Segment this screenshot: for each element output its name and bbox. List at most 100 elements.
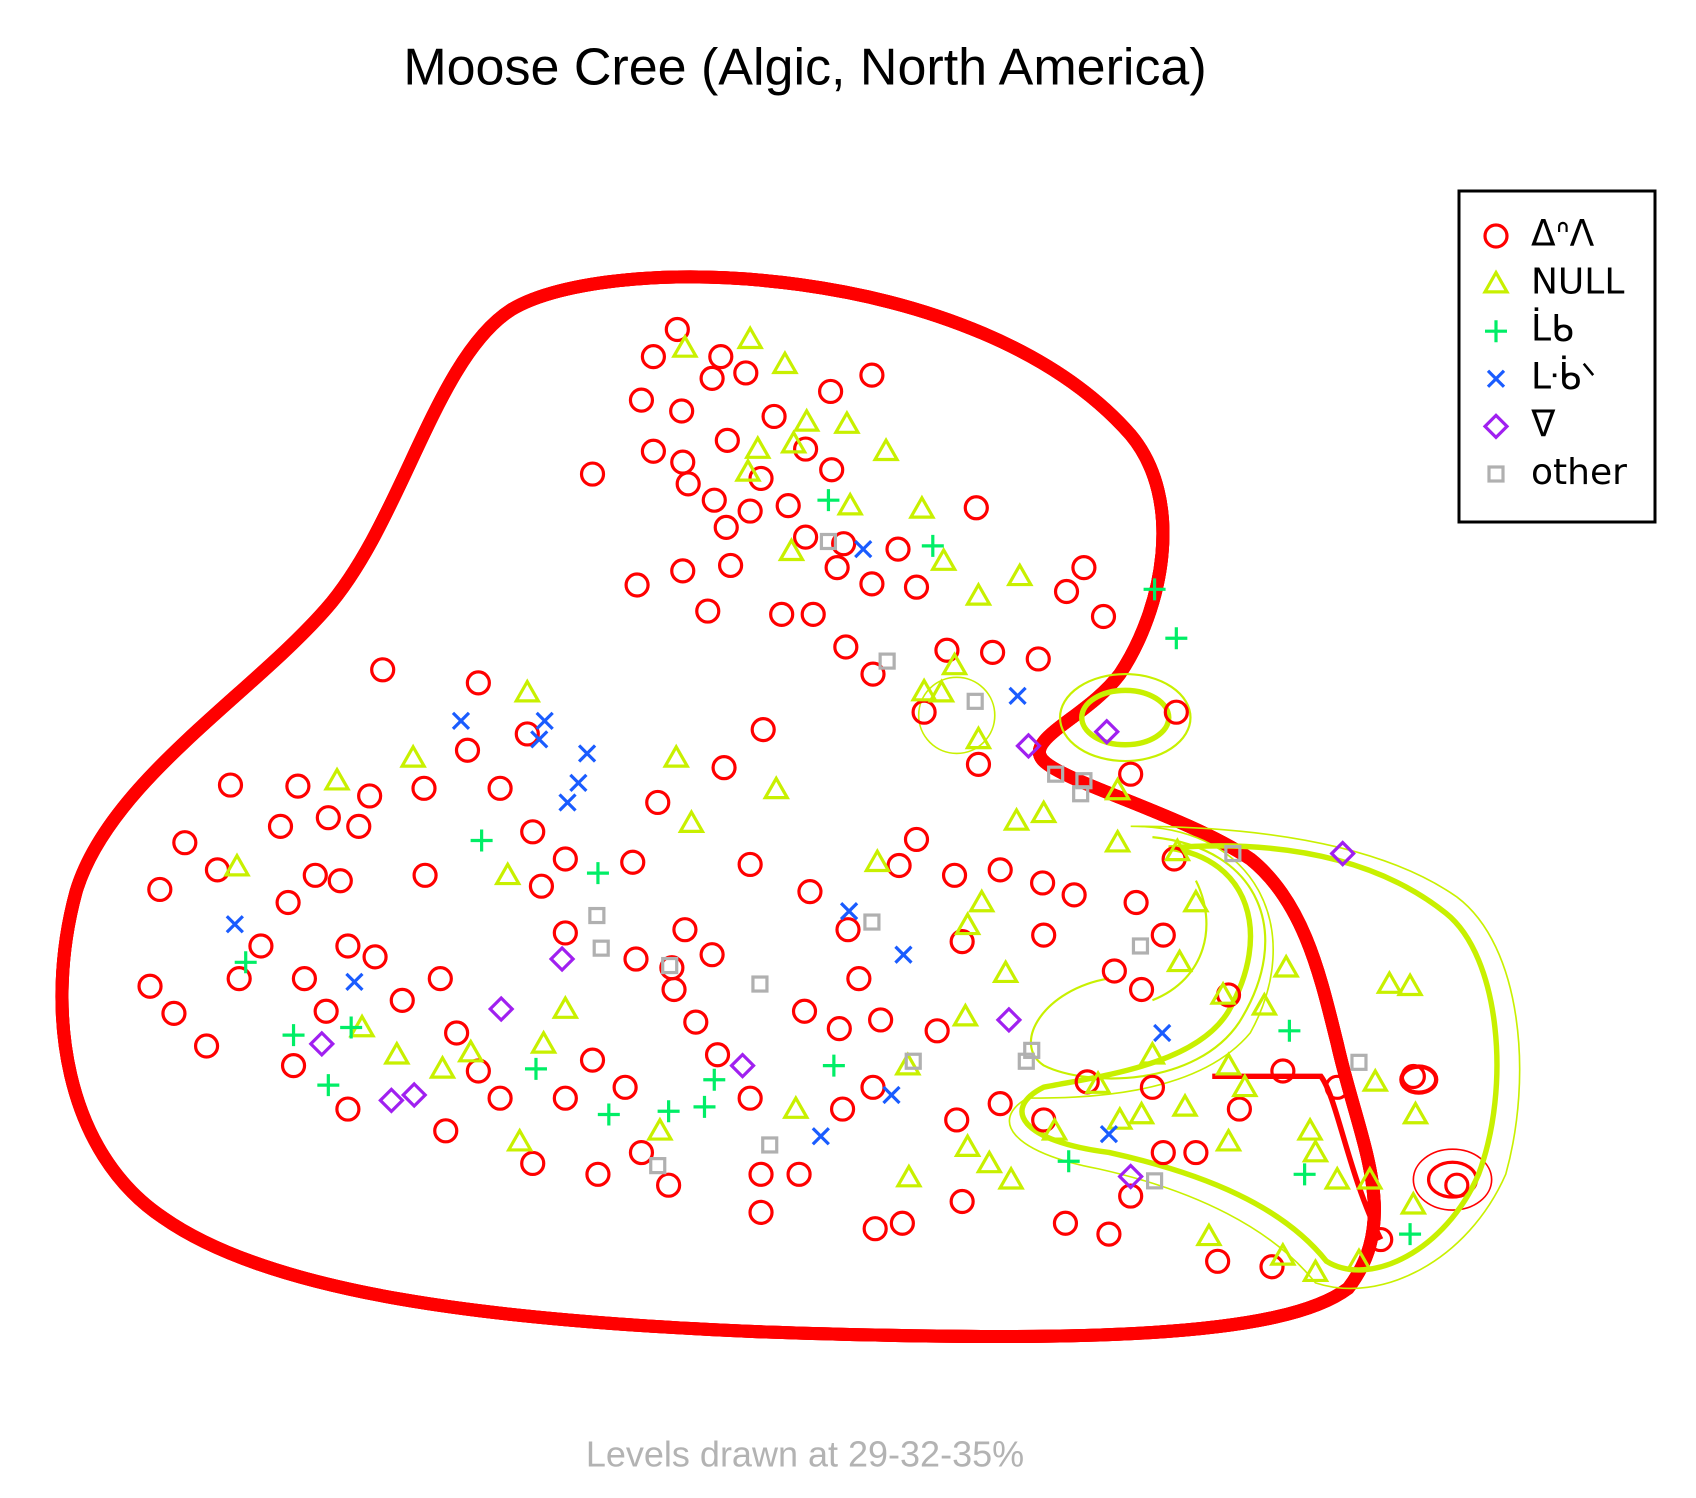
point <box>670 558 696 584</box>
point <box>1090 603 1117 630</box>
point <box>551 994 580 1019</box>
point <box>137 973 163 999</box>
point <box>1071 554 1097 581</box>
point <box>1361 1067 1390 1092</box>
point <box>966 692 984 710</box>
point <box>1118 761 1144 787</box>
legend-marker <box>1482 413 1510 440</box>
point <box>672 917 698 943</box>
point <box>444 1020 470 1046</box>
point <box>885 536 911 562</box>
point <box>302 862 328 888</box>
point <box>267 813 294 839</box>
point <box>493 861 522 886</box>
legend-marker <box>1482 269 1510 294</box>
point <box>1150 922 1176 948</box>
point <box>530 730 549 749</box>
point <box>624 572 650 598</box>
point <box>313 998 339 1024</box>
point <box>894 945 913 964</box>
point <box>389 987 415 1013</box>
point <box>886 852 912 879</box>
point <box>1029 799 1058 824</box>
point <box>751 975 769 993</box>
point <box>704 1042 731 1068</box>
legend-label: other <box>1531 452 1627 493</box>
point <box>1214 1051 1243 1076</box>
point <box>699 365 725 391</box>
point <box>291 966 318 992</box>
point <box>1195 1222 1223 1247</box>
point <box>670 449 696 475</box>
point <box>1329 840 1356 867</box>
point <box>308 1030 336 1058</box>
point <box>1163 699 1189 725</box>
point <box>927 678 956 703</box>
point <box>963 495 989 521</box>
point <box>1031 922 1057 948</box>
point <box>427 966 453 992</box>
point <box>317 1074 340 1097</box>
point <box>664 316 690 343</box>
point <box>964 725 993 750</box>
point <box>775 493 801 519</box>
legend-marker <box>1486 369 1506 388</box>
point <box>1296 1116 1324 1141</box>
point <box>335 1096 361 1122</box>
point <box>967 888 996 913</box>
point <box>792 436 819 462</box>
point <box>904 1052 922 1070</box>
point <box>628 1139 655 1166</box>
point <box>1139 1074 1166 1100</box>
point <box>1096 1221 1122 1247</box>
point <box>520 1150 546 1177</box>
point <box>282 1024 305 1047</box>
point <box>1150 1139 1176 1166</box>
point <box>204 857 231 883</box>
point <box>734 457 762 482</box>
point <box>878 652 896 670</box>
point <box>826 1016 852 1042</box>
point <box>623 946 649 972</box>
point <box>1072 785 1090 803</box>
point <box>829 1096 856 1122</box>
point <box>662 743 690 768</box>
point <box>161 1000 187 1026</box>
point <box>1350 1053 1368 1071</box>
legend-label: ᒫᑲ <box>1531 308 1574 350</box>
point <box>991 958 1020 984</box>
point <box>846 966 872 992</box>
point <box>713 514 739 540</box>
point <box>1269 1241 1297 1266</box>
point <box>711 755 737 781</box>
point <box>693 1095 716 1118</box>
point <box>661 956 679 975</box>
point <box>1231 1073 1259 1098</box>
point <box>911 699 937 725</box>
point <box>524 1057 547 1080</box>
point <box>225 915 244 934</box>
point <box>1163 837 1192 862</box>
point <box>1053 578 1080 605</box>
point <box>487 1085 513 1111</box>
point <box>949 1188 975 1215</box>
point <box>817 489 840 512</box>
point <box>1165 627 1188 650</box>
point <box>1117 1163 1144 1190</box>
point <box>669 398 695 424</box>
point <box>979 639 1006 666</box>
point <box>400 1081 428 1109</box>
point <box>868 1007 894 1033</box>
point <box>762 775 791 800</box>
point <box>217 772 244 798</box>
point <box>412 862 438 888</box>
point <box>862 1216 888 1242</box>
point <box>677 808 706 833</box>
point <box>748 1161 774 1187</box>
point <box>824 554 850 581</box>
point <box>514 721 540 747</box>
point <box>1047 765 1065 783</box>
point <box>1061 882 1087 908</box>
point <box>882 1085 901 1105</box>
